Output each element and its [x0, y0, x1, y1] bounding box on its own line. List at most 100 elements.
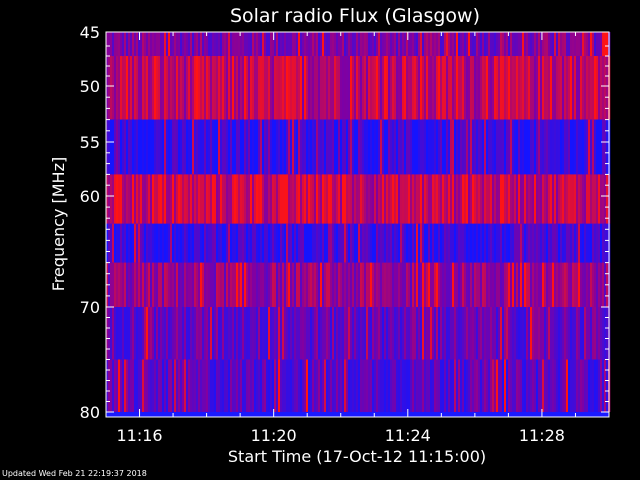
heatmap-cell — [338, 262, 341, 307]
heatmap-cell — [246, 223, 249, 263]
heatmap-cell — [126, 56, 129, 120]
heatmap-cell — [352, 262, 355, 307]
heatmap-cell — [588, 307, 591, 360]
heatmap-cell — [378, 119, 381, 175]
heatmap-cell — [392, 307, 395, 360]
heatmap-cell — [332, 119, 335, 175]
heatmap-cell — [206, 223, 209, 263]
heatmap-cell — [406, 223, 409, 263]
heatmap-cell — [144, 262, 147, 307]
heatmap-cell — [492, 56, 495, 120]
heatmap-cell — [398, 174, 401, 224]
heatmap-cell — [458, 307, 461, 360]
heatmap-cell — [142, 307, 145, 360]
heatmap-cell — [130, 174, 133, 224]
heatmap-cell — [310, 223, 313, 263]
heatmap-cell — [396, 307, 399, 360]
heatmap-cell — [202, 174, 205, 224]
heatmap-cell — [352, 56, 355, 120]
heatmap-cell — [184, 174, 187, 224]
heatmap-cell — [570, 359, 573, 412]
heatmap-cell — [286, 174, 289, 224]
heatmap-cell — [506, 119, 509, 175]
heatmap-cell — [116, 223, 119, 263]
heatmap-cell — [376, 174, 379, 224]
heatmap-cell — [454, 262, 457, 307]
heatmap-cell — [380, 262, 383, 307]
heatmap-cell — [362, 56, 365, 120]
heatmap-cell — [580, 262, 583, 307]
heatmap-cell — [112, 359, 115, 412]
heatmap-cell — [192, 359, 195, 412]
heatmap-cell — [482, 174, 485, 224]
heatmap-cell — [278, 307, 281, 360]
heatmap-cell — [512, 119, 515, 175]
heatmap-cell — [224, 32, 227, 56]
heatmap-cell — [470, 119, 473, 175]
heatmap-cell — [494, 307, 497, 360]
heatmap-cell — [546, 359, 549, 412]
heatmap-cell — [598, 56, 601, 120]
heatmap-cell — [258, 56, 261, 120]
heatmap-cell — [184, 56, 187, 120]
heatmap-cell — [256, 56, 259, 120]
heatmap-cell — [574, 307, 577, 360]
heatmap-cell — [234, 174, 237, 224]
heatmap-cell — [488, 174, 491, 224]
heatmap-cell — [504, 174, 507, 224]
heatmap-cell — [322, 56, 325, 120]
heatmap-cell — [276, 359, 279, 412]
heatmap-cell — [436, 262, 439, 307]
heatmap-cell — [488, 119, 491, 175]
heatmap-cell — [136, 223, 139, 263]
heatmap-cell — [114, 56, 117, 120]
heatmap-cell — [148, 32, 151, 56]
heatmap-cell — [530, 56, 533, 120]
heatmap-cell — [424, 32, 427, 56]
heatmap-cell — [286, 119, 289, 175]
heatmap-cell — [414, 32, 417, 56]
heatmap-cell — [156, 119, 159, 175]
heatmap-cell — [116, 307, 119, 360]
heatmap-cell — [268, 262, 271, 307]
heatmap-cell — [550, 32, 553, 56]
heatmap-cell — [144, 307, 147, 360]
heatmap-cell — [372, 119, 375, 175]
heatmap-cell — [278, 223, 281, 263]
heatmap-cell — [550, 56, 553, 120]
heatmap-cell — [482, 307, 485, 360]
heatmap-cell — [406, 32, 409, 56]
heatmap-cell — [278, 32, 281, 56]
heatmap-cell — [514, 174, 517, 224]
heatmap-cell — [158, 119, 161, 175]
heatmap-cell — [520, 262, 523, 307]
heatmap-cell — [428, 119, 431, 175]
heatmap-cell — [342, 223, 345, 263]
heatmap-cell — [578, 307, 581, 360]
heatmap-cell — [416, 359, 419, 412]
heatmap-cell — [224, 359, 227, 412]
heatmap-cell — [192, 119, 195, 175]
heatmap-cell — [440, 56, 443, 120]
heatmap-cell — [470, 307, 473, 360]
heatmap-cell — [208, 262, 211, 307]
heatmap-cell — [360, 56, 363, 120]
heatmap-cell — [360, 174, 363, 224]
heatmap-cell — [438, 119, 441, 175]
heatmap-cell — [358, 223, 361, 263]
heatmap-cell — [310, 32, 313, 56]
heatmap-cell — [450, 119, 453, 175]
heatmap-cell — [124, 223, 127, 263]
heatmap-cell — [410, 174, 413, 224]
heatmap-cell — [228, 307, 231, 360]
heatmap-cell — [114, 119, 117, 175]
heatmap-cell — [586, 223, 589, 263]
heatmap-cell — [154, 223, 157, 263]
heatmap-cell — [168, 359, 171, 412]
heatmap-cell — [450, 307, 453, 360]
heatmap-cell — [150, 119, 153, 175]
heatmap-cell — [492, 32, 495, 56]
heatmap-cell — [528, 174, 531, 224]
heatmap-cell — [276, 262, 279, 307]
heatmap-cell — [276, 56, 279, 120]
